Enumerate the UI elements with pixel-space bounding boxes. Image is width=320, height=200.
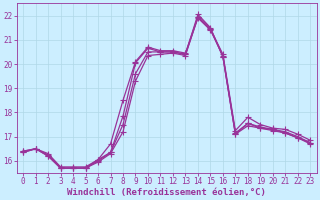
X-axis label: Windchill (Refroidissement éolien,°C): Windchill (Refroidissement éolien,°C) — [67, 188, 266, 197]
